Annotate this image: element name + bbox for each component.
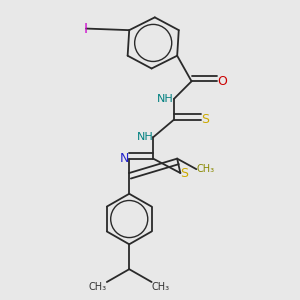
Text: CH₃: CH₃ (89, 282, 107, 292)
Text: NH: NH (136, 132, 153, 142)
Text: S: S (180, 167, 188, 179)
Text: CH₃: CH₃ (196, 164, 214, 174)
Text: N: N (120, 152, 129, 165)
Text: O: O (217, 75, 227, 88)
Text: I: I (84, 22, 88, 36)
Text: S: S (201, 113, 209, 126)
Text: CH₃: CH₃ (152, 282, 170, 292)
Text: NH: NH (157, 94, 174, 104)
